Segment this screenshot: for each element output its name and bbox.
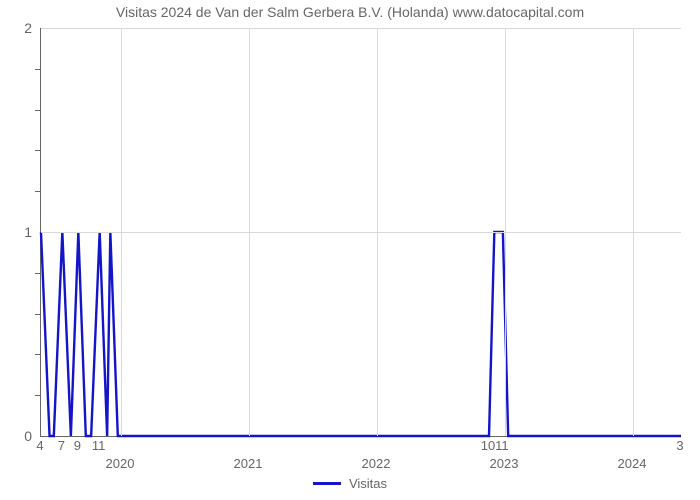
x-data-label: 9 <box>74 438 81 453</box>
gridline-h <box>41 232 681 233</box>
x-year-label: 2021 <box>234 456 263 471</box>
legend-swatch <box>313 482 341 485</box>
x-year-label: 2022 <box>362 456 391 471</box>
chart-title: Visitas 2024 de Van der Salm Gerbera B.V… <box>0 4 700 20</box>
y-minor-tick <box>35 395 40 396</box>
x-data-label: 3 <box>676 438 683 453</box>
y-minor-tick <box>35 273 40 274</box>
gridline-v <box>121 28 122 436</box>
x-data-label: 11 <box>92 438 106 453</box>
y-minor-tick <box>35 354 40 355</box>
gridline-h <box>41 28 681 29</box>
y-tick-label: 0 <box>12 428 32 444</box>
y-minor-tick <box>35 110 40 111</box>
y-minor-tick <box>35 314 40 315</box>
y-minor-tick <box>35 150 40 151</box>
gridline-v <box>633 28 634 436</box>
y-minor-tick <box>35 191 40 192</box>
x-year-label: 2020 <box>106 456 135 471</box>
x-data-label: 10 <box>481 438 495 453</box>
plot-area <box>40 28 681 437</box>
gridline-v <box>249 28 250 436</box>
chart-container: Visitas 2024 de Van der Salm Gerbera B.V… <box>0 0 700 500</box>
legend-label: Visitas <box>349 476 387 491</box>
x-year-label: 2024 <box>618 456 647 471</box>
x-data-label: 4 <box>36 438 43 453</box>
x-data-label: 11 <box>495 438 509 453</box>
gridline-v <box>377 28 378 436</box>
gridline-v <box>505 28 506 436</box>
legend: Visitas <box>0 476 700 491</box>
y-minor-tick <box>35 69 40 70</box>
x-data-label: 7 <box>58 438 65 453</box>
y-tick-label: 2 <box>12 20 32 36</box>
x-year-label: 2023 <box>490 456 519 471</box>
y-tick-label: 1 <box>12 224 32 240</box>
